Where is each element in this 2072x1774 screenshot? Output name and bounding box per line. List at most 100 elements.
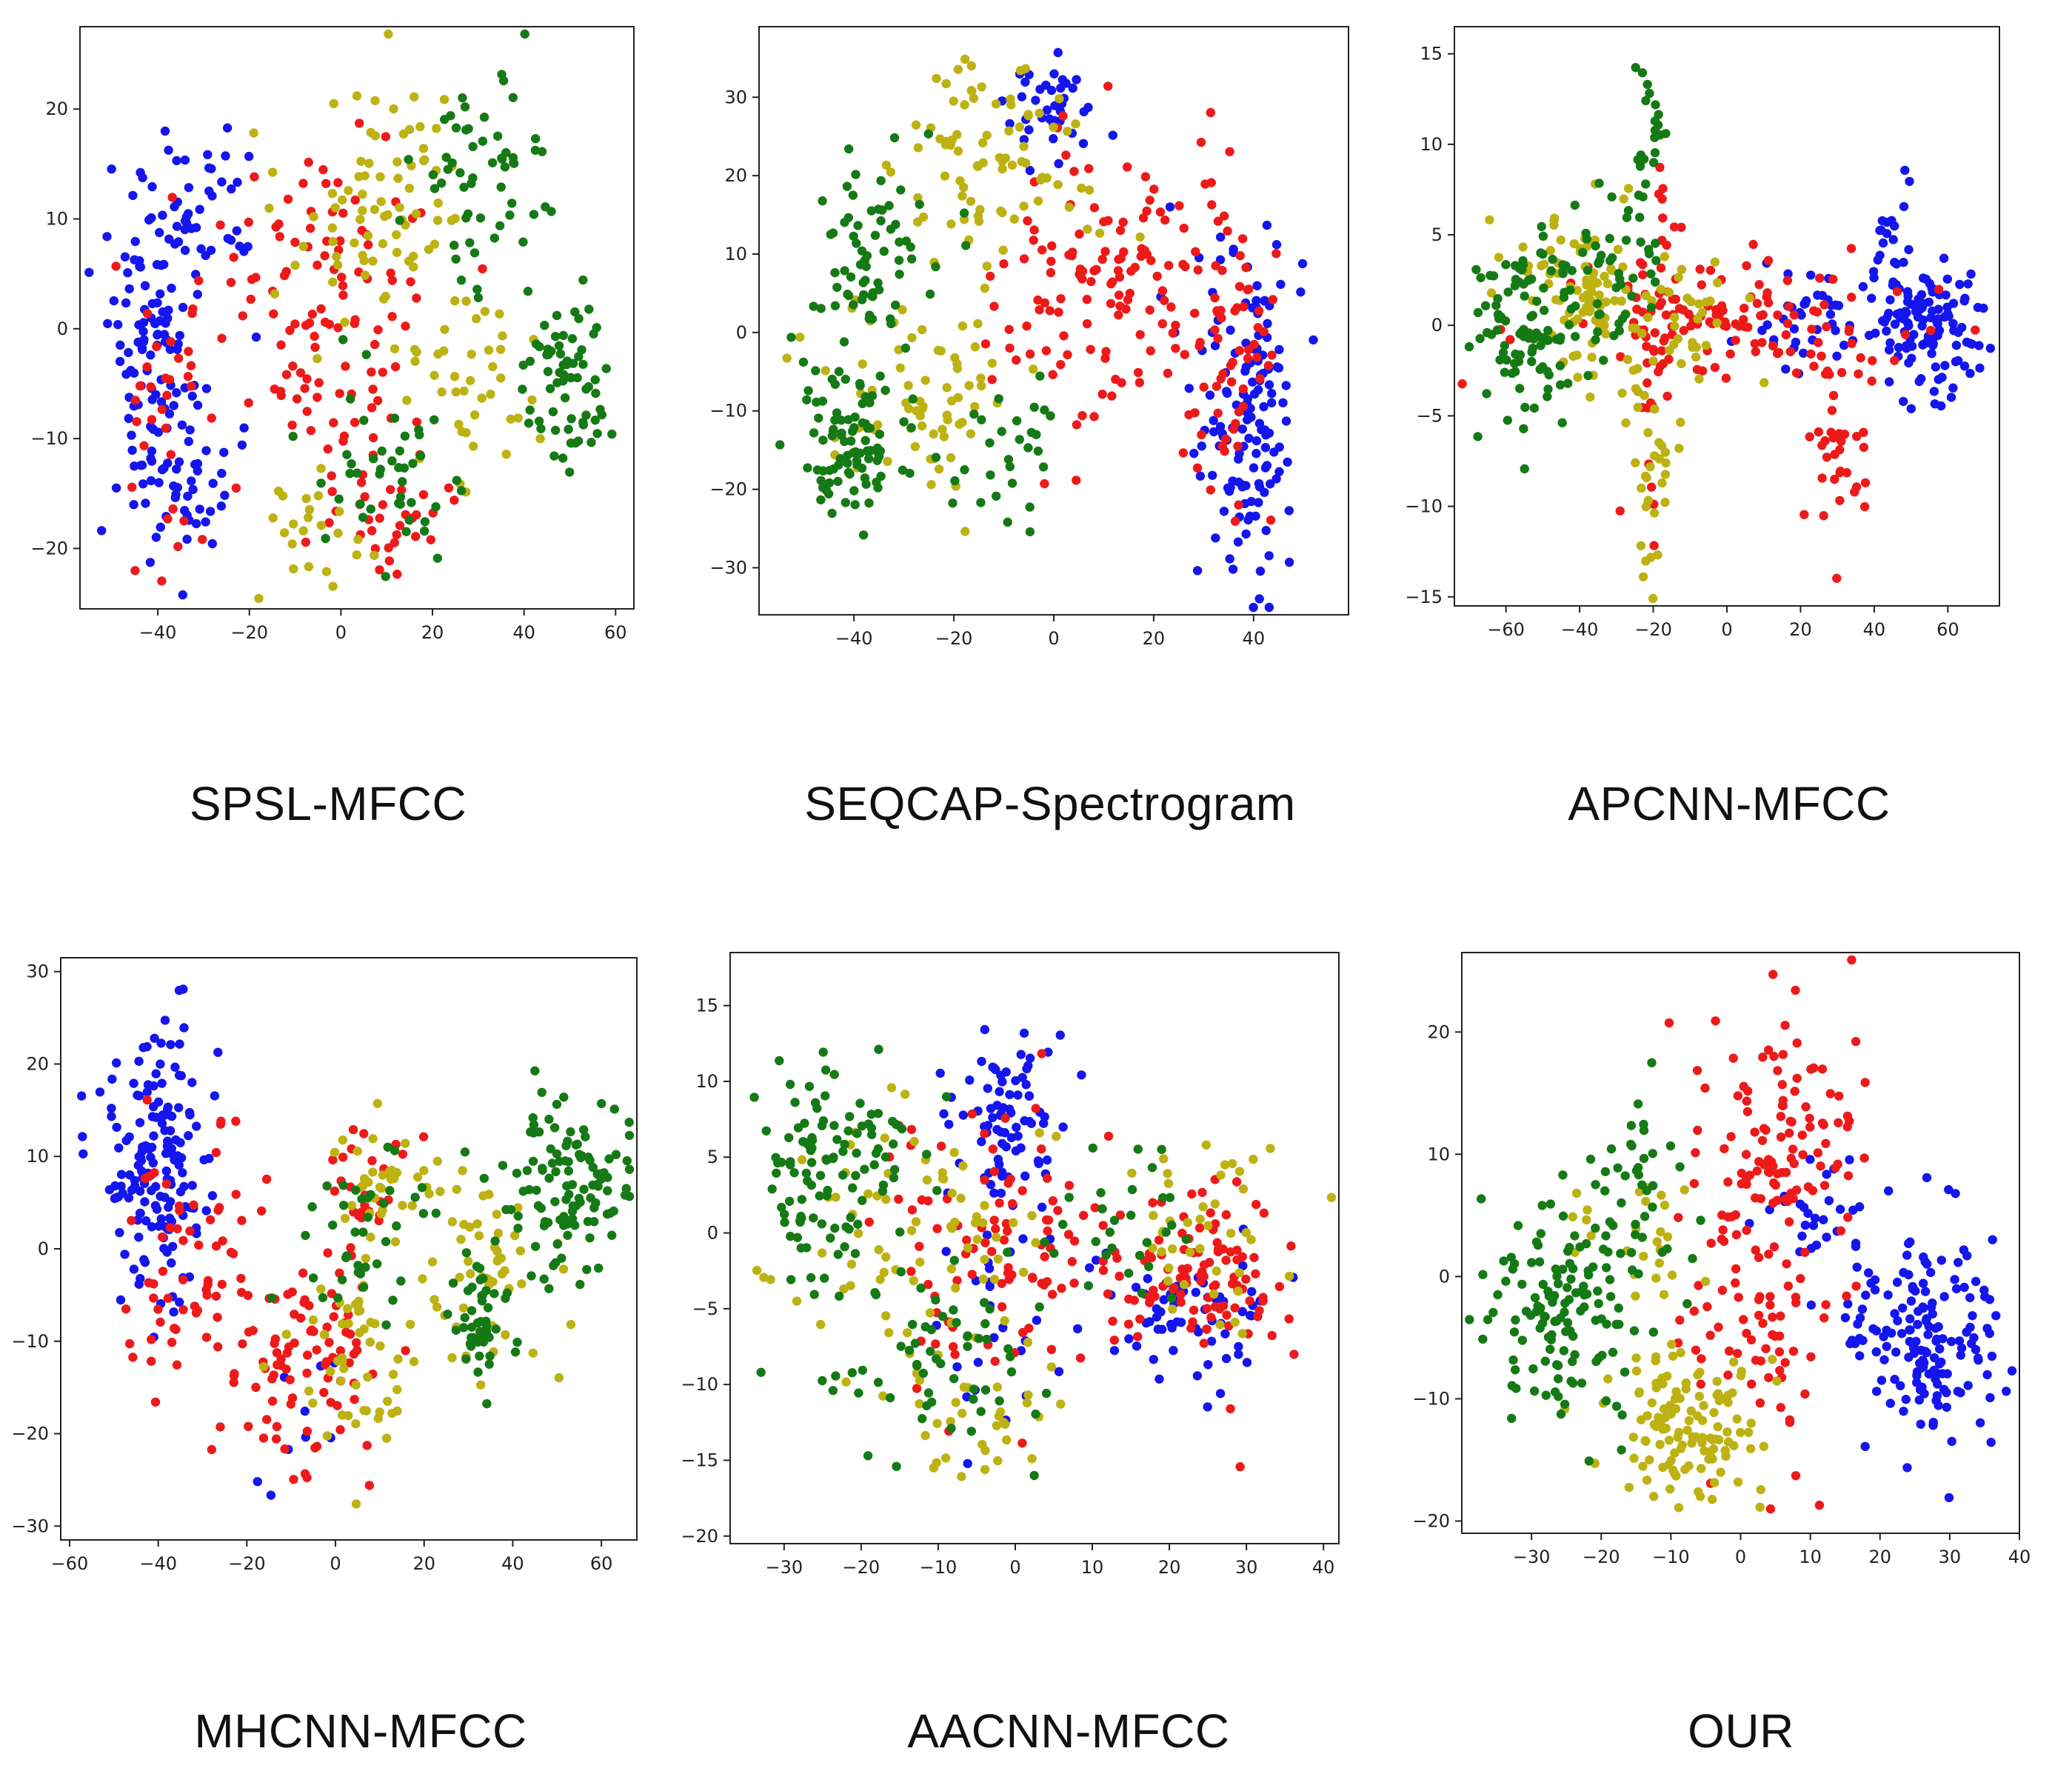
scatter-point-red bbox=[1842, 1122, 1852, 1132]
scatter-point-red bbox=[1850, 487, 1859, 497]
scatter-point-green bbox=[835, 454, 845, 464]
scatter-point-red bbox=[1656, 263, 1666, 273]
scatter-point-olive bbox=[1084, 185, 1095, 195]
scatter-point-blue bbox=[170, 1062, 180, 1072]
scatter-point-green bbox=[949, 1374, 959, 1384]
scatter-point-olive bbox=[407, 1201, 417, 1210]
scatter-point-blue bbox=[1985, 1393, 1995, 1403]
scatter-point-blue bbox=[95, 1087, 105, 1097]
scatter-point-green bbox=[843, 467, 854, 477]
scatter-point-olive bbox=[1648, 356, 1658, 366]
scatter-point-red bbox=[207, 1444, 217, 1455]
scatter-point-green bbox=[353, 1261, 363, 1270]
scatter-point-green bbox=[1580, 1290, 1589, 1300]
scatter-point-green bbox=[1682, 1298, 1692, 1309]
scatter-point-green bbox=[549, 1123, 560, 1133]
x-tick-label: 0 bbox=[1721, 619, 1732, 640]
scatter-point-blue bbox=[141, 498, 150, 508]
scatter-point-green bbox=[866, 446, 876, 456]
scatter-point-green bbox=[510, 1347, 521, 1357]
scatter-point-olive bbox=[1549, 220, 1559, 230]
scatter-point-red bbox=[1041, 346, 1052, 356]
scatter-point-red bbox=[215, 1422, 225, 1432]
scatter-point-green bbox=[995, 1396, 1004, 1406]
scatter-point-green bbox=[624, 1117, 634, 1127]
scatter-point-red bbox=[1157, 319, 1167, 329]
scatter-point-red bbox=[967, 1270, 977, 1279]
scatter-point-blue bbox=[1885, 1398, 1895, 1408]
scatter-point-red bbox=[1819, 1120, 1828, 1130]
scatter-point-red bbox=[1638, 260, 1648, 270]
scatter-point-red bbox=[1751, 347, 1760, 356]
scatter-point-blue bbox=[1276, 279, 1286, 290]
scatter-point-olive bbox=[883, 456, 892, 467]
scatter-point-green bbox=[798, 357, 809, 367]
scatter-point-olive bbox=[392, 1384, 402, 1395]
scatter-point-olive bbox=[958, 191, 967, 201]
scatter-point-green bbox=[437, 179, 447, 188]
scatter-point-red bbox=[1155, 207, 1166, 217]
scatter-point-blue bbox=[151, 1113, 161, 1122]
scatter-point-green bbox=[472, 284, 482, 294]
scatter-point-green bbox=[830, 301, 841, 310]
scatter-point-green bbox=[830, 267, 840, 278]
scatter-point-green bbox=[1511, 261, 1520, 270]
y-tick-label: −10 bbox=[1412, 1388, 1450, 1409]
scatter-point-blue bbox=[1871, 328, 1880, 338]
scatter-point-green bbox=[1538, 249, 1548, 259]
scatter-point-red bbox=[1820, 369, 1831, 379]
scatter-point-blue bbox=[1928, 334, 1937, 344]
scatter-point-blue bbox=[1956, 1350, 1965, 1360]
scatter-point-olive bbox=[940, 140, 951, 150]
scatter-point-olive bbox=[383, 1396, 392, 1406]
scatter-point-red bbox=[1661, 310, 1671, 320]
scatter-point-red bbox=[1258, 1296, 1268, 1306]
scatter-point-red bbox=[286, 1399, 295, 1409]
scatter-point-green bbox=[1688, 1253, 1697, 1264]
scatter-point-red bbox=[301, 537, 311, 547]
scatter-point-olive bbox=[1675, 1393, 1685, 1404]
scatter-point-green bbox=[1528, 344, 1537, 353]
scatter-point-blue bbox=[134, 1091, 144, 1101]
scatter-point-green bbox=[573, 436, 584, 446]
scatter-point-blue bbox=[1249, 463, 1259, 473]
scatter-point-blue bbox=[156, 1038, 166, 1048]
scatter-point-green bbox=[483, 1303, 493, 1313]
scatter-point-olive bbox=[1582, 1215, 1591, 1225]
scatter-point-red bbox=[215, 220, 225, 230]
scatter-point-green bbox=[467, 1333, 476, 1343]
scatter-point-green bbox=[1511, 1384, 1521, 1393]
scatter-point-green bbox=[540, 1217, 550, 1227]
scatter-point-blue bbox=[1211, 533, 1220, 543]
scatter-point-red bbox=[1022, 321, 1032, 331]
scatter-point-green bbox=[489, 1289, 499, 1298]
scatter-point-blue bbox=[1192, 1371, 1203, 1381]
scatter-point-red bbox=[356, 478, 367, 487]
scatter-point-red bbox=[142, 1095, 152, 1105]
scatter-point-blue bbox=[184, 436, 193, 447]
scatter-point-olive bbox=[792, 1296, 802, 1306]
scatter-point-olive bbox=[904, 404, 914, 413]
y-tick-label: 0 bbox=[38, 1238, 49, 1259]
scatter-point-blue bbox=[989, 1188, 999, 1198]
scatter-point-red bbox=[1809, 1063, 1819, 1073]
scatter-point-blue bbox=[1237, 1307, 1247, 1316]
scatter-point-green bbox=[863, 454, 874, 464]
scatter-point-green bbox=[478, 1337, 489, 1347]
scatter-point-olive bbox=[1677, 1440, 1687, 1450]
scatter-point-green bbox=[827, 374, 837, 384]
scatter-point-blue bbox=[182, 534, 192, 544]
scatter-point-red bbox=[1251, 1269, 1260, 1278]
scatter-point-olive bbox=[879, 1267, 889, 1277]
scatter-point-blue bbox=[1963, 1381, 1973, 1390]
scatter-point-blue bbox=[1885, 377, 1894, 387]
scatter-point-red bbox=[1696, 1379, 1705, 1389]
scatter-point-blue bbox=[989, 1333, 999, 1343]
scatter-point-red bbox=[354, 1210, 364, 1221]
scatter-point-olive bbox=[1021, 159, 1031, 168]
scatter-point-green bbox=[1499, 1256, 1508, 1266]
scatter-point-blue bbox=[1959, 1245, 1969, 1255]
scatter-point-red bbox=[912, 1384, 922, 1393]
scatter-point-olive bbox=[992, 1421, 1002, 1430]
scatter-point-green bbox=[1631, 63, 1640, 73]
